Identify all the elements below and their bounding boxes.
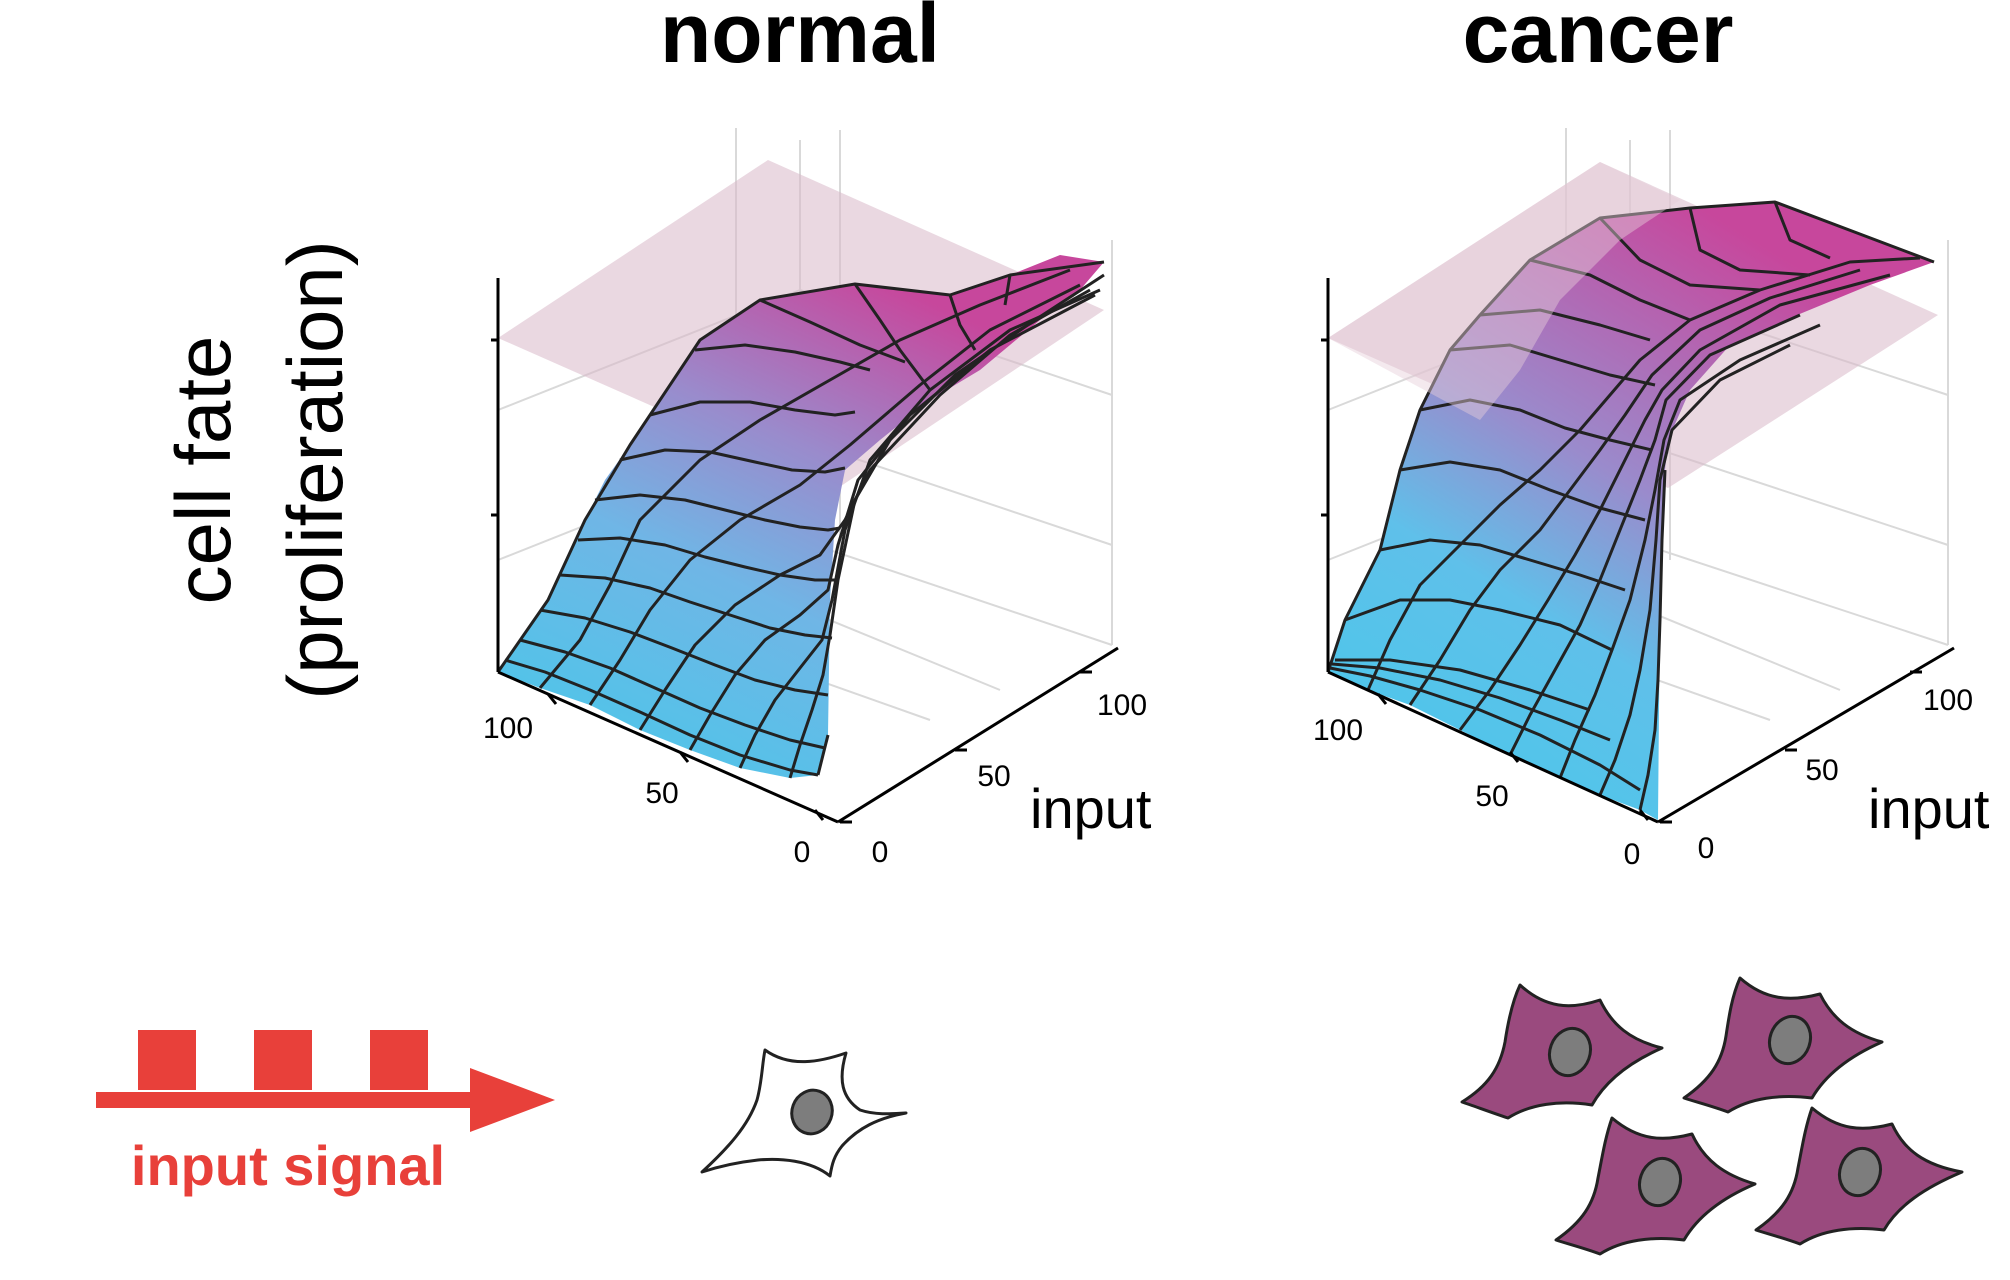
surface-cancer [1328,202,1934,820]
axis-label-normal: input [1030,777,1152,840]
axes-normal [491,278,1119,824]
panel-title-cancer: cancer [1463,0,1734,80]
tick-normal-right-0: 0 [872,836,889,869]
tick-cancer-right-0: 0 [1698,832,1715,865]
tick-normal-right-50: 50 [977,760,1010,793]
threshold-plane-cancer-front [1328,162,1680,420]
normal-cell-nucleus [790,1088,834,1136]
mesh-normal [496,260,1105,779]
tick-cancer-right-50: 50 [1805,754,1838,787]
cancer-cell-3 [1554,1116,1757,1256]
cancer-cell-2 [1682,976,1884,1114]
cancer-cell-4 [1754,1106,1964,1246]
tick-normal-left-50: 50 [645,777,678,810]
axis-label-cancer: input [1868,777,1990,840]
plot-normal: 100 50 0 0 50 100 input [483,128,1152,869]
axes-cancer [1321,278,1955,824]
signal-arrowhead [470,1068,555,1132]
panel-title-normal: normal [660,0,940,80]
tick-cancer-left-100: 100 [1313,714,1363,747]
input-signal: input signal [96,1030,555,1197]
tick-normal-right-100: 100 [1097,689,1147,722]
tick-normal-left-0: 0 [794,836,811,869]
y-axis-label: cell fate (proliferation) [159,240,359,700]
mesh-cancer [1326,200,1935,811]
normal-cell [700,1048,908,1178]
signal-pulse-train [138,1030,428,1090]
cancer-cell-1 [1460,983,1664,1120]
tick-cancer-right-100: 100 [1923,684,1973,717]
tick-normal-left-100: 100 [483,712,533,745]
plot-cancer: 100 50 0 0 50 100 input [1313,128,1990,871]
y-axis-label-line1: cell fate [159,336,247,605]
tick-cancer-left-50: 50 [1475,780,1508,813]
signal-label: input signal [131,1134,445,1197]
y-axis-label-line2: (proliferation) [271,240,359,700]
tick-cancer-left-0: 0 [1624,838,1641,871]
